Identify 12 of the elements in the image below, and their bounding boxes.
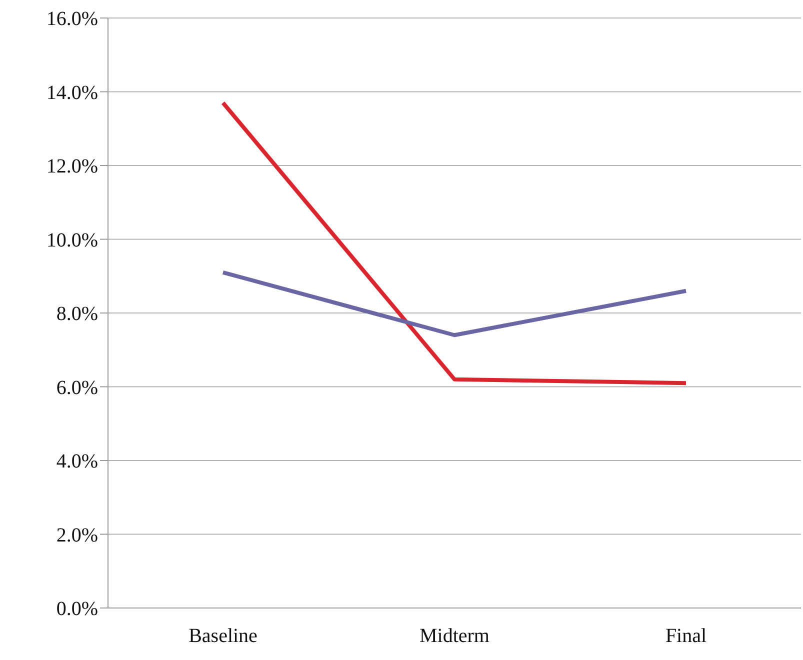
y-tick-label: 10.0% [46,229,98,252]
y-tick-label: 14.0% [46,82,98,104]
y-tick-label: 8.0% [56,303,98,326]
x-tick-label: Baseline [188,625,258,648]
y-tick-label: 12.0% [46,156,98,178]
y-tick-label: 16.0% [46,8,98,30]
y-tick-label: 4.0% [56,450,98,473]
y-tick-label: 2.0% [56,524,98,546]
y-tick-label: 0.0% [56,598,98,620]
x-tick-label: Final [665,625,707,648]
x-tick-label: Midterm [420,625,490,648]
y-tick-label: 6.0% [56,376,98,399]
